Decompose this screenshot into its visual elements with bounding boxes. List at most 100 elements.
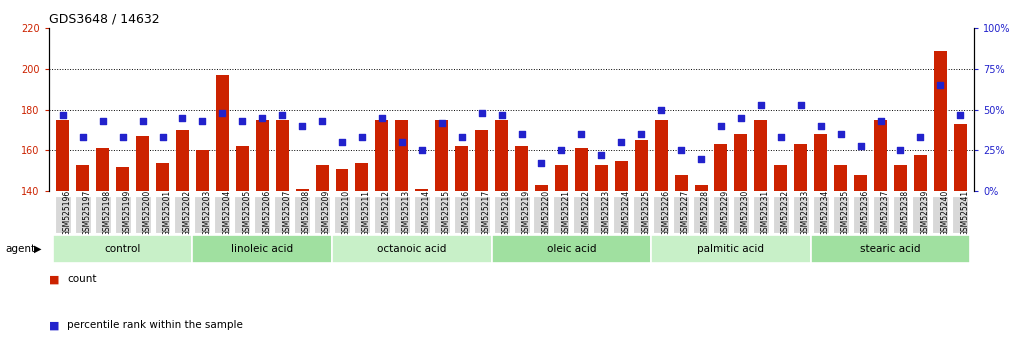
Bar xyxy=(874,120,887,354)
Text: GSM525198: GSM525198 xyxy=(103,190,112,236)
Point xyxy=(833,131,849,137)
FancyBboxPatch shape xyxy=(893,196,908,233)
FancyBboxPatch shape xyxy=(534,196,549,233)
Point xyxy=(74,135,91,140)
Point xyxy=(95,118,111,124)
FancyBboxPatch shape xyxy=(454,196,470,233)
Text: GSM525226: GSM525226 xyxy=(661,190,670,236)
Point xyxy=(713,123,729,129)
Text: GSM525197: GSM525197 xyxy=(82,190,92,236)
Bar xyxy=(415,189,428,354)
FancyBboxPatch shape xyxy=(833,196,848,233)
FancyBboxPatch shape xyxy=(354,196,370,233)
Point xyxy=(733,115,750,121)
FancyBboxPatch shape xyxy=(332,235,491,263)
Point xyxy=(912,135,929,140)
FancyBboxPatch shape xyxy=(254,196,271,233)
Text: GSM525203: GSM525203 xyxy=(202,190,212,236)
FancyBboxPatch shape xyxy=(811,235,970,263)
Text: GDS3648 / 14632: GDS3648 / 14632 xyxy=(49,13,160,26)
Point xyxy=(653,107,669,113)
Text: GSM525231: GSM525231 xyxy=(761,190,770,236)
FancyBboxPatch shape xyxy=(634,196,649,233)
FancyBboxPatch shape xyxy=(673,196,690,233)
Bar xyxy=(595,165,608,354)
Text: GSM525207: GSM525207 xyxy=(282,190,291,236)
Text: GSM525210: GSM525210 xyxy=(342,190,351,236)
Text: GSM525196: GSM525196 xyxy=(63,190,72,236)
Point xyxy=(613,139,630,145)
Text: GSM525229: GSM525229 xyxy=(721,190,730,236)
Text: GSM525237: GSM525237 xyxy=(881,190,890,236)
Text: GSM525224: GSM525224 xyxy=(621,190,631,236)
Bar xyxy=(715,144,727,354)
FancyBboxPatch shape xyxy=(574,196,589,233)
FancyBboxPatch shape xyxy=(115,196,130,233)
Text: count: count xyxy=(67,274,97,284)
FancyBboxPatch shape xyxy=(334,196,350,233)
Bar xyxy=(854,175,868,354)
Bar xyxy=(954,124,967,354)
Point xyxy=(514,131,530,137)
Point xyxy=(773,135,789,140)
FancyBboxPatch shape xyxy=(155,196,171,233)
FancyBboxPatch shape xyxy=(873,196,889,233)
FancyBboxPatch shape xyxy=(414,196,430,233)
Text: GSM525221: GSM525221 xyxy=(561,190,571,236)
Bar xyxy=(176,130,189,354)
FancyBboxPatch shape xyxy=(553,196,570,233)
Point xyxy=(394,139,410,145)
Point xyxy=(374,115,391,121)
Text: GSM525232: GSM525232 xyxy=(781,190,790,236)
Text: GSM525228: GSM525228 xyxy=(701,190,710,236)
Bar xyxy=(116,167,129,354)
Point xyxy=(234,118,250,124)
Bar xyxy=(76,165,89,354)
Point xyxy=(673,148,690,153)
FancyBboxPatch shape xyxy=(95,196,111,233)
Text: ■: ■ xyxy=(49,320,59,330)
Text: GSM525209: GSM525209 xyxy=(322,190,332,236)
FancyBboxPatch shape xyxy=(434,196,450,233)
Bar xyxy=(336,169,349,354)
Text: GSM525236: GSM525236 xyxy=(860,190,870,236)
Bar xyxy=(375,120,388,354)
Text: GSM525204: GSM525204 xyxy=(223,190,231,236)
Text: ■: ■ xyxy=(49,274,59,284)
FancyBboxPatch shape xyxy=(952,196,968,233)
Point xyxy=(813,123,829,129)
Bar xyxy=(435,120,448,354)
Bar xyxy=(934,51,947,354)
Bar xyxy=(255,120,268,354)
Point xyxy=(274,112,290,118)
FancyBboxPatch shape xyxy=(493,196,510,233)
Point xyxy=(574,131,590,137)
Text: oleic acid: oleic acid xyxy=(546,244,596,254)
Text: GSM525222: GSM525222 xyxy=(582,190,590,236)
Text: GSM525241: GSM525241 xyxy=(960,190,969,236)
Text: GSM525208: GSM525208 xyxy=(302,190,311,236)
Text: GSM525220: GSM525220 xyxy=(541,190,550,236)
Bar xyxy=(774,165,787,354)
Point xyxy=(493,112,510,118)
Point xyxy=(194,118,211,124)
Text: linoleic acid: linoleic acid xyxy=(231,244,293,254)
Bar xyxy=(216,75,229,354)
Bar xyxy=(515,147,528,354)
Bar xyxy=(97,148,109,354)
Text: GSM525225: GSM525225 xyxy=(641,190,650,236)
FancyBboxPatch shape xyxy=(374,196,390,233)
Text: GSM525235: GSM525235 xyxy=(841,190,849,236)
Point xyxy=(753,102,769,108)
Point xyxy=(414,148,430,153)
Bar xyxy=(236,147,249,354)
Text: control: control xyxy=(105,244,140,254)
Point xyxy=(155,135,171,140)
Text: GSM525217: GSM525217 xyxy=(482,190,490,236)
Bar xyxy=(655,120,667,354)
Bar xyxy=(635,140,648,354)
Text: octanoic acid: octanoic acid xyxy=(377,244,446,254)
Bar xyxy=(815,134,827,354)
Text: stearic acid: stearic acid xyxy=(860,244,920,254)
Point xyxy=(314,118,331,124)
